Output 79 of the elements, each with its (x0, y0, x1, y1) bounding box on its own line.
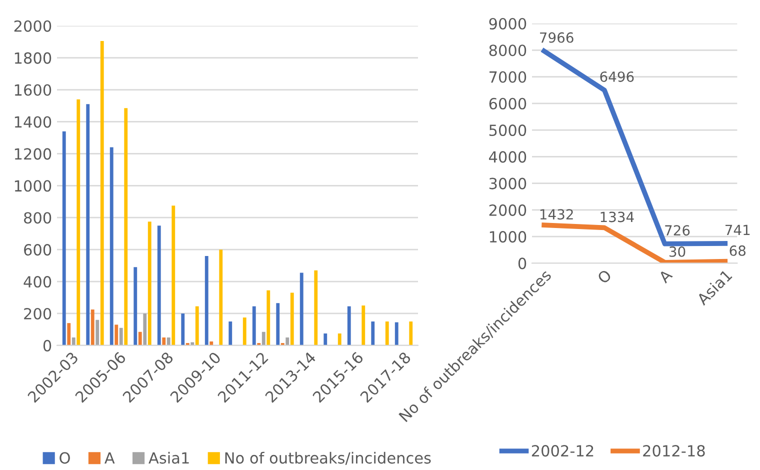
bar (219, 250, 223, 346)
bar (385, 321, 389, 346)
y-tick-label: 2000 (489, 204, 526, 216)
y-tick-label: 7000 (490, 71, 526, 83)
bar (110, 147, 114, 346)
y-tick-label: 3000 (489, 178, 526, 190)
bar (266, 290, 270, 346)
y-tick-label: 8000 (489, 44, 526, 56)
legend-label: 2012-18 (643, 445, 705, 457)
bar (86, 104, 90, 346)
bar (290, 292, 294, 346)
bar (162, 337, 166, 346)
x-tick-label: O (596, 268, 612, 284)
data-label: 6496 (600, 71, 634, 82)
x-tick-label: A (658, 268, 673, 284)
bar (204, 256, 208, 346)
bar (124, 108, 128, 346)
bar (114, 324, 118, 346)
data-label: 726 (665, 225, 690, 236)
legend-label: A (104, 452, 115, 464)
y-tick-label: 400 (24, 276, 52, 288)
bar (157, 226, 161, 346)
bar (148, 222, 152, 346)
bar (181, 313, 185, 346)
bar (72, 337, 76, 346)
bar (300, 272, 304, 346)
y-tick-label: 200 (24, 308, 52, 320)
data-label: 7966 (540, 32, 574, 43)
y-tick-label: 1400 (14, 116, 52, 128)
bar (338, 333, 342, 346)
legend-label: 2002-12 (532, 445, 594, 457)
data-label: 1334 (600, 212, 634, 222)
y-tick-label: 1600 (14, 84, 52, 96)
y-tick-label: 9000 (489, 18, 526, 30)
y-tick-label: 1800 (14, 52, 52, 64)
data-label: 741 (726, 224, 750, 236)
bar (242, 317, 246, 346)
bar (138, 332, 142, 346)
bar (67, 323, 71, 346)
bar (143, 313, 147, 346)
y-tick-label: 600 (24, 244, 52, 256)
data-label: 1432 (540, 209, 573, 220)
bar (394, 322, 398, 346)
y-tick-label: 1200 (14, 148, 52, 160)
bar (286, 337, 290, 346)
bar (76, 99, 80, 346)
legend-label: O (60, 452, 70, 464)
y-tick-label: 5000 (489, 124, 526, 136)
bar (228, 321, 232, 346)
y-tick-label: 2000 (14, 20, 52, 32)
y-tick-label: 1000 (490, 231, 526, 243)
bar (134, 267, 138, 346)
bar (409, 321, 413, 346)
bar (276, 303, 280, 346)
bar (166, 337, 170, 346)
bar (100, 41, 104, 346)
bar (362, 306, 366, 346)
legend-label: No of outbreaks/incidences (225, 452, 431, 465)
bar (324, 333, 328, 346)
y-tick-label: 6000 (489, 98, 526, 110)
bar (96, 320, 100, 346)
bar (347, 306, 351, 346)
bar (119, 328, 123, 346)
bar (90, 309, 94, 346)
y-tick-label: 1000 (14, 180, 52, 192)
y-tick-label: 800 (24, 212, 52, 224)
data-label: 30 (670, 246, 686, 257)
bar (314, 270, 318, 346)
y-tick-label: 0 (518, 258, 526, 270)
y-tick-label: 4000 (489, 151, 526, 163)
bar (262, 332, 266, 346)
data-label: 68 (730, 245, 746, 256)
bar (371, 321, 375, 346)
bar (252, 306, 256, 346)
y-tick-label: 0 (43, 340, 52, 352)
bar (195, 306, 199, 346)
legend-label: Asia1 (148, 452, 189, 464)
bar (62, 131, 66, 346)
bar (172, 206, 176, 346)
